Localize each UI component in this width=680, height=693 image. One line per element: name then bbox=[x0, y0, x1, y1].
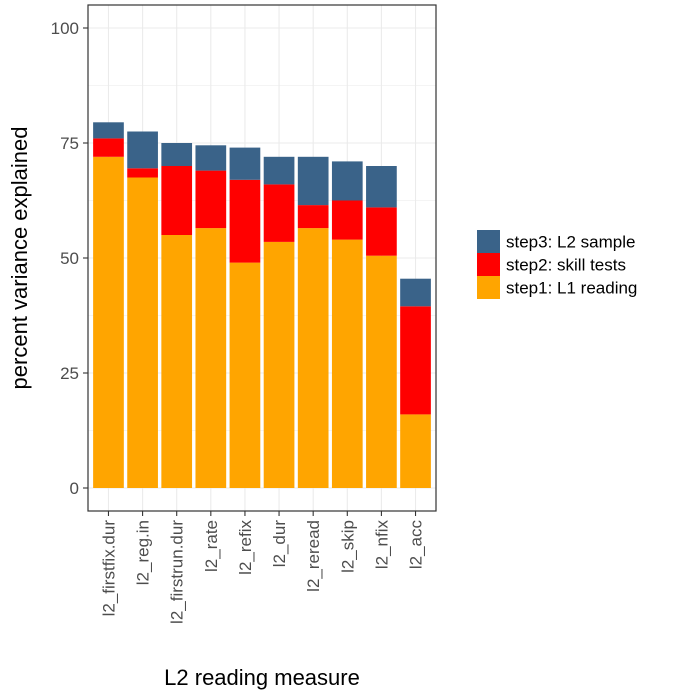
bar-segment-l2_dur-step3 bbox=[263, 156, 295, 185]
x-axis-title: L2 reading measure bbox=[164, 665, 360, 690]
bar-segment-l2_firstfix.dur-step2 bbox=[93, 138, 124, 157]
bar-segment-l2_reg.in-step1 bbox=[127, 177, 158, 488]
legend: step3: L2 sample step2: skill tests step1:… bbox=[477, 230, 637, 299]
bar-segment-l2_rate-step3 bbox=[195, 145, 227, 171]
bar-segment-l2_rate-step1 bbox=[195, 228, 227, 488]
bar-segment-l2_reread-step3 bbox=[297, 156, 329, 206]
y-tick-label: 100 bbox=[51, 19, 79, 38]
bar-segment-l2_nfix-step3 bbox=[366, 166, 397, 208]
y-tick-label: 75 bbox=[60, 134, 79, 153]
x-tick-label: l2_reg.in bbox=[134, 520, 153, 585]
bar-segment-l2_skip-step1 bbox=[331, 239, 363, 488]
bar-segment-l2_refix-step1 bbox=[229, 262, 261, 488]
bar-segment-l2_acc-step2 bbox=[400, 306, 431, 415]
x-tick-label: l2_skip bbox=[338, 520, 357, 573]
bar-segment-l2_firstfix.dur-step3 bbox=[93, 122, 124, 139]
bar-segment-l2_firstrun.dur-step3 bbox=[161, 143, 193, 166]
y-axis-title: percent variance explained bbox=[7, 127, 32, 390]
bar-segment-l2_reg.in-step3 bbox=[127, 131, 158, 169]
bar-segment-l2_nfix-step2 bbox=[366, 207, 397, 256]
x-tick-label: l2_refix bbox=[236, 520, 255, 575]
bar-segment-l2_refix-step3 bbox=[229, 147, 261, 180]
legend-key bbox=[477, 253, 500, 276]
bar-segment-l2_firstrun.dur-step2 bbox=[161, 166, 193, 235]
bar-segment-l2_reg.in-step2 bbox=[127, 168, 158, 178]
bar-segment-l2_nfix-step1 bbox=[366, 255, 397, 488]
x-tick-label: l2_dur bbox=[270, 520, 289, 568]
x-tick-label: l2_acc bbox=[407, 520, 426, 570]
bar-segment-l2_skip-step3 bbox=[331, 161, 363, 201]
x-axis: l2_firstfix.dur l2_reg.in l2_firstrun.dur l… bbox=[99, 511, 426, 624]
x-tick-label: l2_rate bbox=[202, 520, 221, 572]
bar-segment-l2_dur-step2 bbox=[263, 184, 295, 242]
bars bbox=[93, 122, 431, 489]
y-axis: 0 25 50 75 100 bbox=[51, 19, 88, 498]
x-tick-label: l2_firstfix.dur bbox=[99, 520, 118, 617]
y-tick-label: 50 bbox=[60, 249, 79, 268]
x-tick-label: l2_firstrun.dur bbox=[168, 520, 187, 624]
y-tick-label: 25 bbox=[60, 364, 79, 383]
legend-label: step1: L1 reading bbox=[506, 279, 637, 298]
bar-segment-l2_refix-step2 bbox=[229, 179, 261, 263]
legend-label: step2: skill tests bbox=[506, 256, 626, 275]
bar-segment-l2_skip-step2 bbox=[331, 200, 363, 240]
bar-segment-l2_firstrun.dur-step1 bbox=[161, 235, 193, 488]
x-tick-label: l2_reread bbox=[304, 520, 323, 592]
bar-segment-l2_reread-step1 bbox=[297, 228, 329, 488]
bar-segment-l2_firstfix.dur-step1 bbox=[93, 156, 124, 489]
bar-segment-l2_rate-step2 bbox=[195, 170, 227, 229]
bar-segment-l2_reread-step2 bbox=[297, 205, 329, 229]
bar-segment-l2_dur-step1 bbox=[263, 241, 295, 488]
legend-label: step3: L2 sample bbox=[506, 233, 635, 252]
bar-segment-l2_acc-step3 bbox=[400, 278, 431, 307]
legend-key bbox=[477, 230, 500, 253]
bar-segment-l2_acc-step1 bbox=[400, 414, 431, 488]
x-tick-label: l2_nfix bbox=[372, 520, 391, 570]
y-tick-label: 0 bbox=[70, 479, 79, 498]
legend-key bbox=[477, 276, 500, 299]
